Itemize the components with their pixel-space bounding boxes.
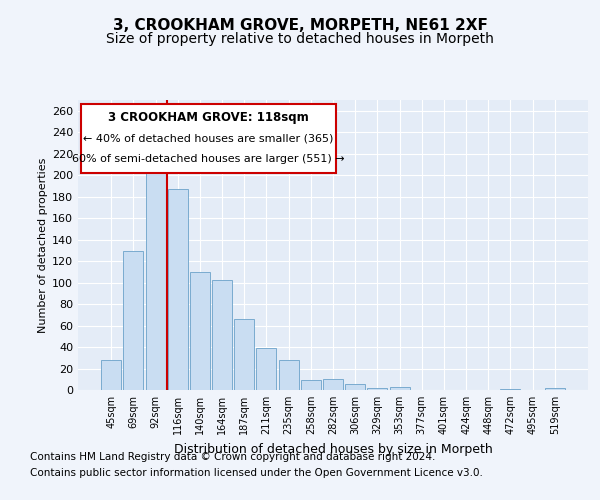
Text: 60% of semi-detached houses are larger (551) →: 60% of semi-detached houses are larger (… [72, 154, 344, 164]
Bar [367, 388, 388, 390]
Bar [500, 389, 520, 390]
Text: ← 40% of detached houses are smaller (365): ← 40% of detached houses are smaller (36… [83, 134, 333, 143]
Bar [345, 384, 365, 390]
Bar [234, 319, 254, 390]
Bar [212, 280, 232, 390]
Text: 3, CROOKHAM GROVE, MORPETH, NE61 2XF: 3, CROOKHAM GROVE, MORPETH, NE61 2XF [113, 18, 487, 32]
Bar [101, 360, 121, 390]
X-axis label: Distribution of detached houses by size in Morpeth: Distribution of detached houses by size … [173, 442, 493, 456]
Bar [301, 380, 321, 390]
Text: 3 CROOKHAM GROVE: 118sqm: 3 CROOKHAM GROVE: 118sqm [107, 112, 308, 124]
Bar [168, 189, 188, 390]
Bar [389, 387, 410, 390]
Bar [124, 252, 143, 390]
Text: Contains HM Land Registry data © Crown copyright and database right 2024.: Contains HM Land Registry data © Crown c… [30, 452, 436, 462]
Text: Size of property relative to detached houses in Morpeth: Size of property relative to detached ho… [106, 32, 494, 46]
Bar [256, 348, 277, 390]
Bar [146, 172, 166, 390]
FancyBboxPatch shape [80, 104, 335, 172]
Y-axis label: Number of detached properties: Number of detached properties [38, 158, 48, 332]
Bar [190, 272, 210, 390]
Bar [545, 388, 565, 390]
Bar [323, 380, 343, 390]
Text: Contains public sector information licensed under the Open Government Licence v3: Contains public sector information licen… [30, 468, 483, 478]
Bar [278, 360, 299, 390]
